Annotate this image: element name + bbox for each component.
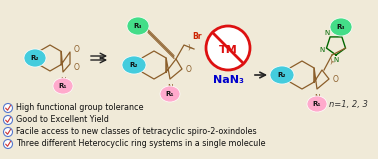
Circle shape	[3, 139, 12, 149]
Text: N: N	[325, 30, 330, 36]
Ellipse shape	[307, 96, 327, 112]
Ellipse shape	[24, 49, 46, 67]
Text: R₃: R₃	[134, 23, 142, 29]
Text: High functional group tolerance: High functional group tolerance	[16, 104, 144, 113]
Text: N: N	[319, 47, 324, 53]
Text: NaN₃: NaN₃	[212, 75, 243, 85]
Text: O: O	[74, 62, 80, 72]
Circle shape	[3, 128, 12, 136]
Text: N: N	[167, 84, 173, 93]
Text: R₁: R₁	[313, 101, 321, 107]
Text: N: N	[314, 94, 320, 103]
Circle shape	[3, 104, 12, 113]
Text: Facile access to new classes of tetracyclic spiro-2-oxindoles: Facile access to new classes of tetracyc…	[16, 128, 257, 136]
Text: Br: Br	[192, 32, 201, 41]
Text: TM: TM	[218, 45, 237, 55]
Text: N: N	[333, 57, 339, 63]
Circle shape	[3, 115, 12, 124]
Text: O: O	[333, 75, 339, 83]
Text: )ₙ: )ₙ	[329, 57, 335, 63]
Text: R₂: R₂	[130, 62, 138, 68]
Text: R₃: R₃	[337, 24, 345, 30]
Text: R₁: R₁	[59, 83, 67, 89]
Text: Good to Excellent Yield: Good to Excellent Yield	[16, 115, 109, 124]
Ellipse shape	[270, 66, 294, 84]
Text: O: O	[74, 45, 80, 53]
Ellipse shape	[330, 18, 352, 36]
Ellipse shape	[160, 86, 180, 102]
Text: N: N	[60, 77, 66, 86]
Text: R₁: R₁	[166, 91, 174, 97]
Text: )ₙ: )ₙ	[187, 43, 192, 49]
Text: n=1, 2, 3: n=1, 2, 3	[328, 100, 367, 110]
Text: R₂: R₂	[31, 55, 39, 61]
Circle shape	[206, 26, 250, 70]
Text: R₂: R₂	[278, 72, 286, 78]
Ellipse shape	[53, 78, 73, 94]
Text: Three different Heterocyclic ring systems in a single molecule: Three different Heterocyclic ring system…	[16, 139, 265, 149]
Text: O: O	[186, 65, 192, 73]
Ellipse shape	[122, 56, 146, 74]
Ellipse shape	[127, 17, 149, 35]
